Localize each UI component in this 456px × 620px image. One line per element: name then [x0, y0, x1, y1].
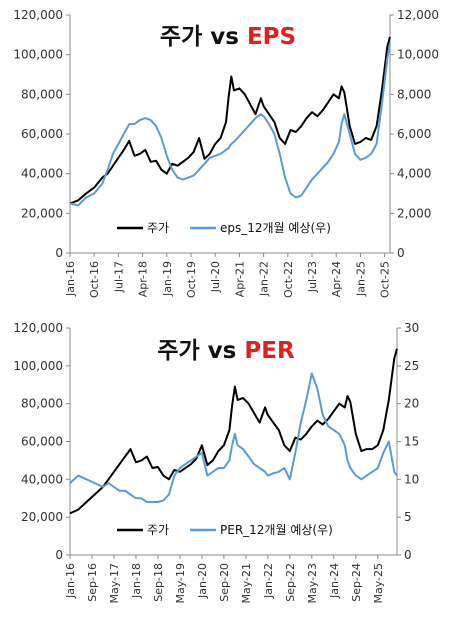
x-tick-label: Apr-24	[330, 261, 343, 297]
chart-title: 주가 vs EPS	[160, 24, 296, 50]
legend-label-forecast: eps_12개월 예상(우)	[220, 221, 331, 235]
right-tick-label: 2,000	[397, 206, 431, 220]
chart-title-prefix: 주가 vs	[160, 24, 247, 50]
right-tick-label: 4,000	[397, 167, 431, 181]
chart-title-highlight: PER	[244, 338, 295, 364]
x-tick-label: Oct-19	[185, 261, 198, 298]
x-tick-label: Oct-16	[88, 261, 101, 298]
left-tick-label: 40,000	[21, 167, 63, 181]
x-tick-label: Jan-16	[64, 261, 77, 297]
right-tick-label: 20	[404, 397, 419, 411]
legend-label-price: 주가	[147, 523, 169, 537]
x-tick-label: Sep-18	[152, 563, 165, 602]
forecast-series-line	[69, 42, 391, 207]
chart-panel-1: 0 20,000 40,000 60,000 80,000 100,000 120,000 0…	[13, 8, 439, 298]
left-tick-label: 80,000	[21, 397, 63, 411]
x-tick-label: Oct-25	[379, 261, 392, 298]
left-tick-label: 80,000	[21, 87, 63, 101]
x-tick-label: May-25	[372, 563, 385, 604]
x-tick-label: Jan-24	[328, 563, 341, 599]
left-tick-label: 120,000	[13, 8, 63, 22]
x-tick-label: Sep-16	[86, 563, 99, 602]
chart-legend: 주가 PER_12개월 예상(우)	[117, 523, 333, 537]
left-tick-label: 60,000	[21, 435, 63, 449]
right-tick-label: 6,000	[397, 127, 431, 141]
price-series-line	[69, 348, 398, 515]
x-tick-label: May-19	[174, 563, 187, 604]
forecast-series-line	[69, 372, 398, 503]
x-tick-label: Jul-23	[306, 261, 319, 293]
x-tick-label: Sep-20	[218, 563, 231, 602]
x-tick-label: May-23	[306, 563, 319, 604]
x-tick-label: Sep-24	[350, 563, 363, 602]
right-tick-label: 8,000	[397, 87, 431, 101]
right-tick-label: 5	[404, 510, 412, 524]
x-tick-label: Jan-20	[196, 563, 209, 599]
chart-panel-2: 0 20,000 40,000 60,000 80,000 100,000 120,000 0…	[13, 321, 419, 604]
right-tick-label: 12,000	[397, 8, 439, 22]
x-tick-label: Jan-22	[258, 261, 271, 297]
left-tick-label: 20,000	[21, 206, 63, 220]
legend-label-forecast: PER_12개월 예상(우)	[220, 523, 333, 537]
x-tick-label: Apr-21	[233, 261, 246, 297]
chart-title-prefix: 주가 vs	[157, 338, 244, 364]
right-tick-label: 15	[404, 435, 419, 449]
left-tick-label: 100,000	[13, 48, 63, 62]
left-tick-label: 20,000	[21, 510, 63, 524]
x-tick-label: Jul-20	[209, 261, 222, 293]
price-series-line	[69, 36, 391, 205]
legend-label-price: 주가	[147, 221, 169, 235]
chart-title: 주가 vs PER	[157, 338, 295, 364]
x-tick-label: Jul-17	[112, 261, 125, 293]
left-tick-label: 40,000	[21, 472, 63, 486]
x-tick-label: May-17	[108, 563, 121, 604]
right-tick-label: 0	[397, 246, 405, 260]
right-tick-label: 25	[404, 359, 419, 373]
left-tick-label: 0	[55, 246, 63, 260]
left-tick-label: 120,000	[13, 321, 63, 335]
x-tick-label: Apr-18	[137, 261, 150, 297]
x-tick-label: Jan-22	[262, 563, 275, 599]
x-tick-label: Jan-18	[130, 563, 143, 599]
right-tick-label: 0	[404, 548, 412, 562]
chart-legend: 주가 eps_12개월 예상(우)	[117, 221, 331, 235]
right-tick-label: 30	[404, 321, 419, 335]
x-tick-label: Jan-25	[354, 261, 367, 297]
x-tick-label: May-21	[240, 563, 253, 604]
x-tick-label: Jan-16	[64, 563, 77, 599]
right-tick-label: 10	[404, 472, 419, 486]
left-tick-label: 100,000	[13, 359, 63, 373]
x-tick-label: Jan-19	[161, 261, 174, 297]
x-tick-label: Sep-22	[284, 563, 297, 602]
left-tick-label: 0	[55, 548, 63, 562]
chart-title-highlight: EPS	[247, 24, 296, 50]
right-tick-label: 10,000	[397, 48, 439, 62]
x-tick-label: Oct-22	[282, 261, 295, 298]
left-tick-label: 60,000	[21, 127, 63, 141]
